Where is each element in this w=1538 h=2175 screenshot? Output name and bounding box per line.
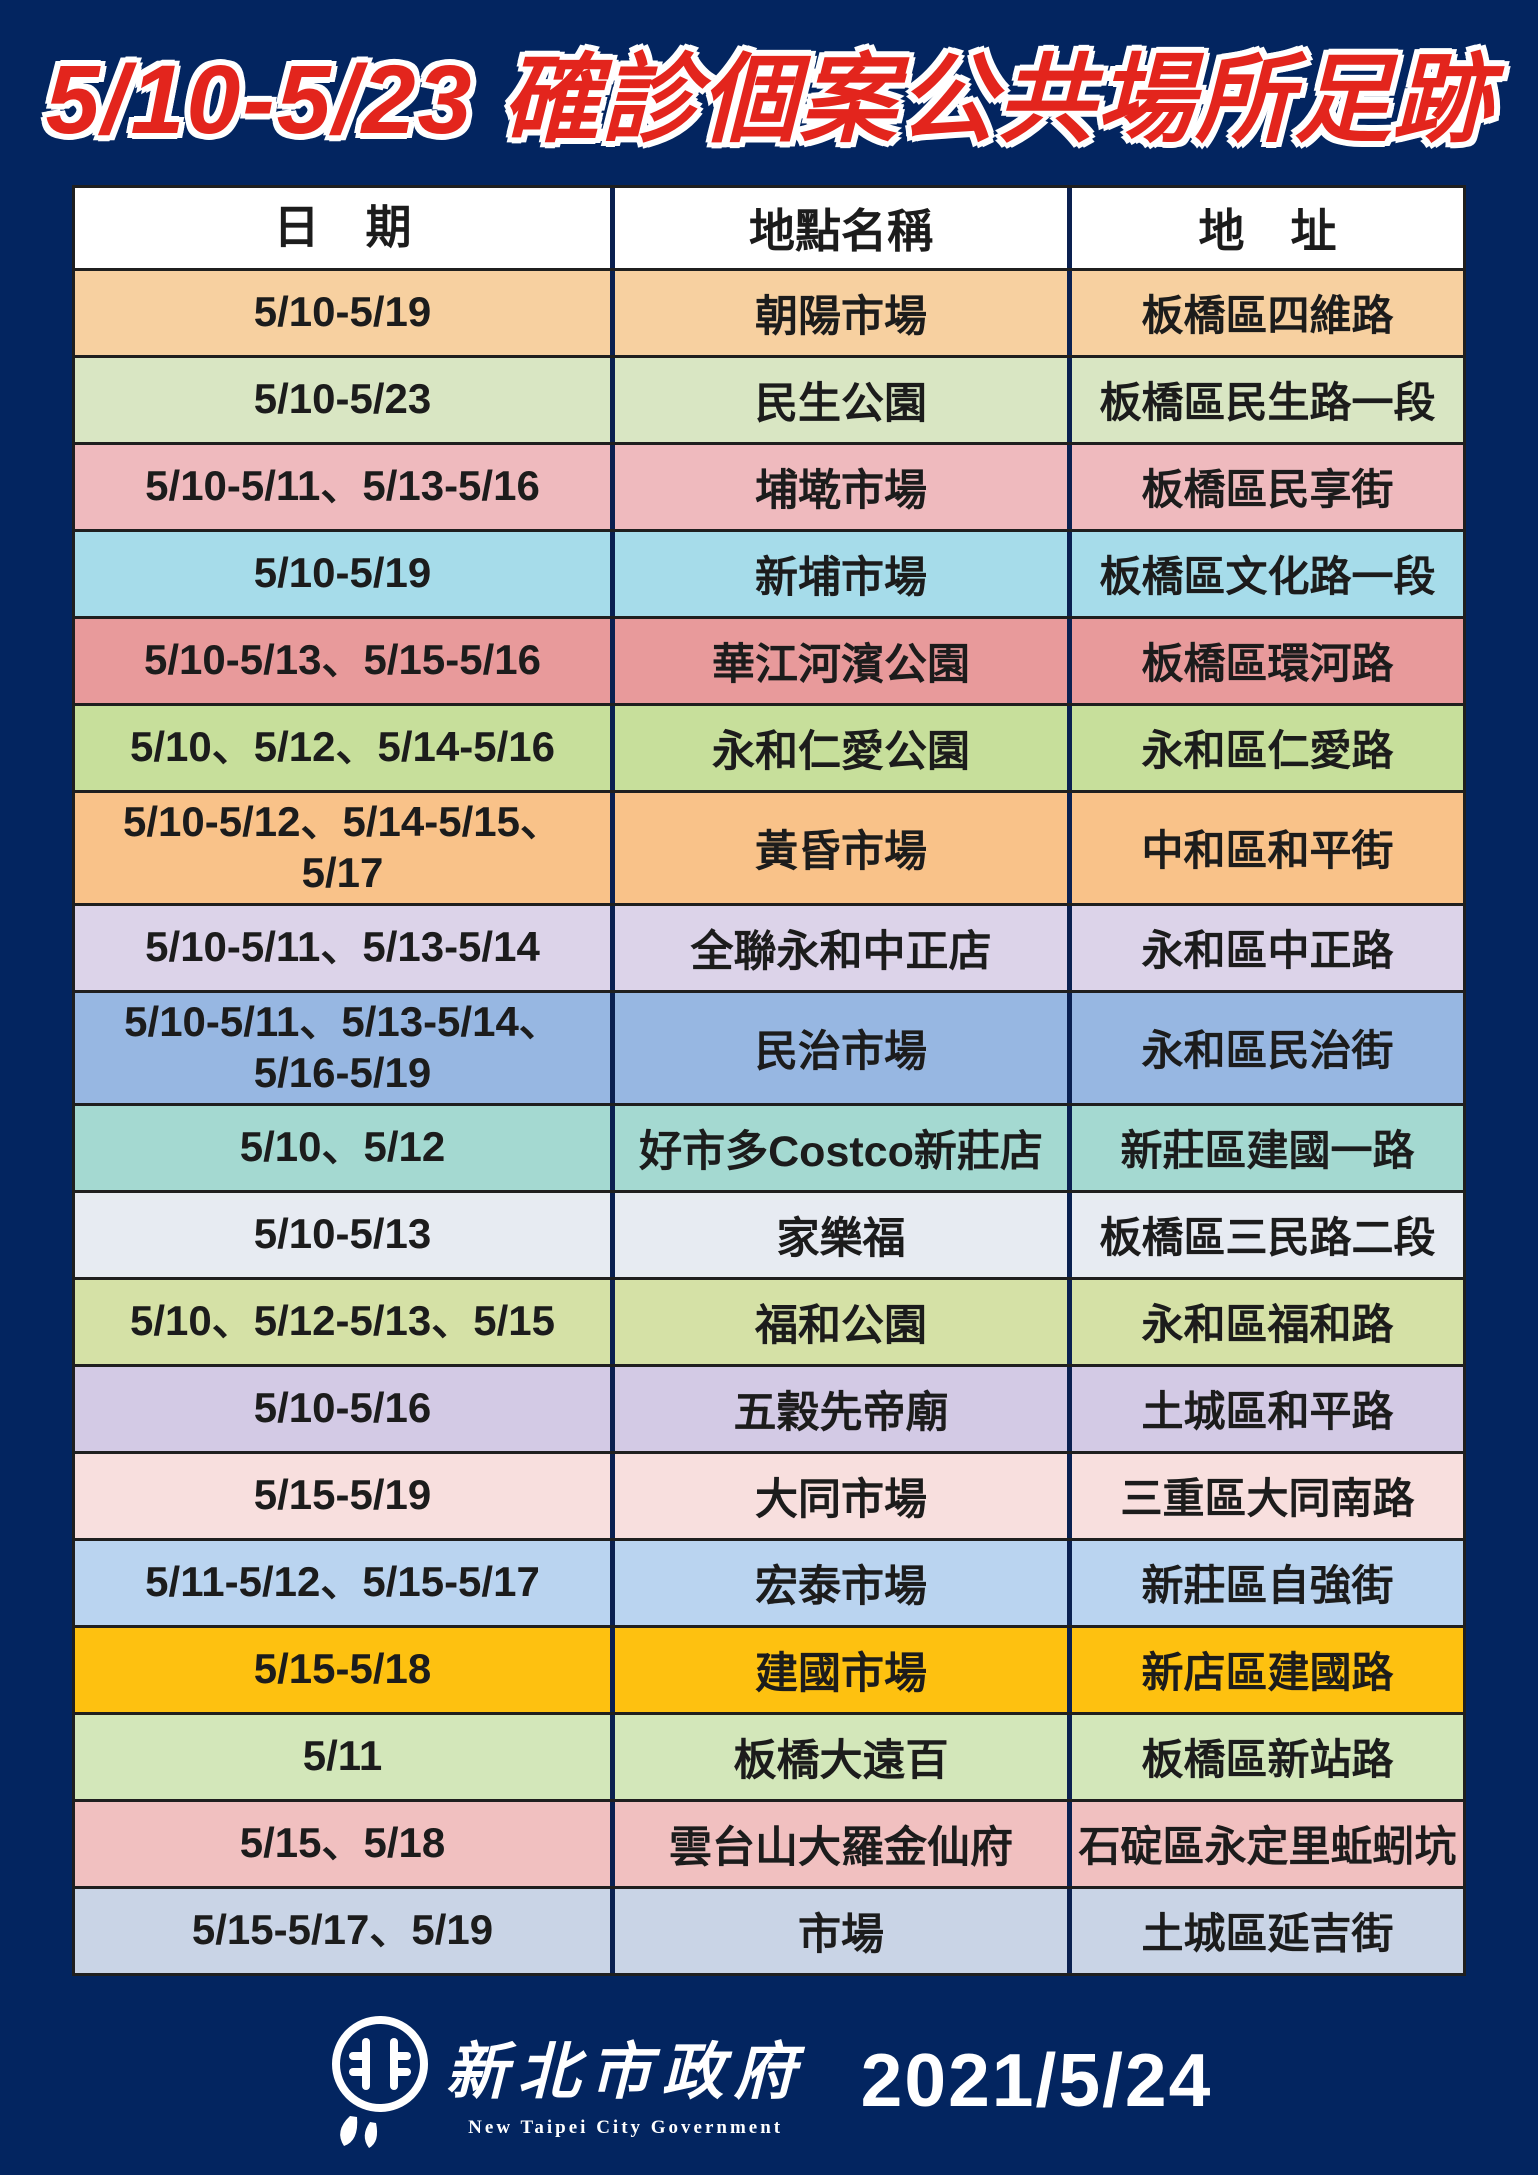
- table-row: 5/10、5/12、5/14-5/16 永和仁愛公園 永和區仁愛路: [75, 702, 1463, 790]
- table-row: 5/10-5/11、5/13-5/14 全聯永和中正店 永和區中正路: [75, 902, 1463, 990]
- cell-address: 土城區和平路: [1141, 1388, 1394, 1436]
- table-row: 5/10-5/11、5/13-5/14、 5/16-5/19 民治市場 永和區民治街: [75, 989, 1463, 1103]
- cell-location: 雲台山大羅金仙府: [610, 1801, 1072, 1886]
- cell-date: 5/15-5/18: [253, 1645, 432, 1693]
- cell-location: 華江河濱公園: [610, 618, 1072, 703]
- cell-address: 永和區民治街: [1141, 1027, 1394, 1075]
- col-header-location: 地點名稱: [610, 187, 1072, 268]
- cell-location: 永和仁愛公園: [610, 705, 1072, 790]
- cell-address: 永和區福和路: [1141, 1301, 1394, 1349]
- cell-location: 黃昏市場: [610, 792, 1072, 903]
- col-header-date: 日 期: [273, 201, 412, 254]
- cell-address: 永和區仁愛路: [1141, 727, 1394, 775]
- cell-address: 中和區和平街: [1141, 827, 1394, 875]
- page-title: 5/10-5/23 確診個案公共場所足跡: [45, 45, 1493, 154]
- cell-address: 板橋區三民路二段: [1099, 1214, 1436, 1262]
- cell-date: 5/15-5/17、5/19: [191, 1906, 494, 1954]
- cell-location: 五穀先帝廟: [610, 1366, 1072, 1451]
- cell-date: 5/15、5/18: [239, 1819, 446, 1867]
- cell-location: 市場: [610, 1888, 1072, 1973]
- cell-date: 5/10-5/11、5/13-5/16: [145, 462, 540, 510]
- cell-date: 5/10-5/13: [253, 1210, 432, 1258]
- table-row: 5/10-5/13、5/15-5/16 華江河濱公園 板橋區環河路: [75, 615, 1463, 703]
- footer: 新北市政府 New Taipei City Government 2021/5/…: [0, 2010, 1538, 2150]
- cell-location: 板橋大遠百: [610, 1714, 1072, 1799]
- cell-location: 全聯永和中正店: [610, 905, 1072, 990]
- table-row: 5/15、5/18 雲台山大羅金仙府 石碇區永定里蚯蚓坑: [75, 1798, 1463, 1886]
- cell-date: 5/10-5/13、5/15-5/16: [144, 636, 541, 684]
- cell-location: 好市多Costco新莊店: [610, 1105, 1072, 1190]
- gov-name-en: New Taipei City Government: [468, 2116, 784, 2138]
- table-row: 5/11 板橋大遠百 板橋區新站路: [75, 1711, 1463, 1799]
- table-row: 5/10-5/13 家樂福 板橋區三民路二段: [75, 1189, 1463, 1277]
- cell-address: 板橋區四維路: [1141, 292, 1394, 340]
- table-row: 5/10、5/12 好市多Costco新莊店 新莊區建國一路: [75, 1102, 1463, 1190]
- cell-date: 5/10-5/11、5/13-5/14: [145, 923, 540, 971]
- cell-location: 朝陽市場: [610, 270, 1072, 355]
- cell-date: 5/10-5/16: [253, 1384, 432, 1432]
- cell-date: 5/10-5/23: [253, 375, 432, 423]
- ntpc-emblem-icon: [331, 2015, 428, 2148]
- table-header-row: 日 期 地點名稱 地 址: [75, 187, 1463, 268]
- table-row: 5/10-5/12、5/14-5/15、 5/17 黃昏市場 中和區和平街: [75, 789, 1463, 903]
- cell-date: 5/10-5/19: [253, 549, 432, 597]
- cell-location: 福和公園: [610, 1279, 1072, 1364]
- cell-address: 新莊區自強街: [1141, 1562, 1394, 1610]
- table-row: 5/15-5/18 建國市場 新店區建國路: [75, 1624, 1463, 1712]
- cell-location: 民治市場: [610, 992, 1072, 1103]
- cell-location: 宏泰市場: [610, 1540, 1072, 1625]
- cell-address: 板橋區民享街: [1141, 466, 1394, 514]
- table-row: 5/15-5/19 大同市場 三重區大同南路: [75, 1450, 1463, 1538]
- cell-address: 三重區大同南路: [1120, 1475, 1415, 1523]
- gov-name-block: 新北市政府 New Taipei City Government: [446, 2021, 806, 2139]
- cell-date: 5/11: [302, 1732, 383, 1780]
- table-row: 5/10、5/12-5/13、5/15 福和公園 永和區福和路: [75, 1276, 1463, 1364]
- table-row: 5/10-5/11、5/13-5/16 埔墘市場 板橋區民享街: [75, 441, 1463, 529]
- gov-logo-block: 新北市政府 New Taipei City Government: [326, 2010, 806, 2150]
- cell-date: 5/10、5/12、5/14-5/16: [130, 723, 555, 771]
- cell-date: 5/10-5/19: [253, 288, 432, 336]
- table-row: 5/11-5/12、5/15-5/17 宏泰市場 新莊區自強街: [75, 1537, 1463, 1625]
- table-row: 5/10-5/16 五穀先帝廟 土城區和平路: [75, 1363, 1463, 1451]
- cell-location: 家樂福: [610, 1192, 1072, 1277]
- footprint-table: 日 期 地點名稱 地 址 5/10-5/19 朝陽市場 板橋區四維路 5/10-5/2…: [72, 184, 1466, 1976]
- cell-location: 埔墘市場: [610, 444, 1072, 529]
- cell-address: 板橋區民生路一段: [1099, 379, 1436, 427]
- table-row: 5/10-5/23 民生公園 板橋區民生路一段: [75, 354, 1463, 442]
- cell-date: 5/10、5/12: [239, 1123, 446, 1171]
- table-row: 5/10-5/19 新埔市場 板橋區文化路一段: [75, 528, 1463, 616]
- col-header-address: 地 址: [1198, 204, 1337, 257]
- cell-address: 新莊區建國一路: [1120, 1127, 1415, 1175]
- cell-date: 5/15-5/19: [253, 1471, 432, 1519]
- cell-location: 新埔市場: [610, 531, 1072, 616]
- cell-address: 土城區延吉街: [1141, 1910, 1394, 1958]
- cell-address: 新店區建國路: [1141, 1649, 1394, 1697]
- cell-location: 民生公園: [610, 357, 1072, 442]
- cell-address: 板橋區新站路: [1141, 1736, 1394, 1784]
- cell-address: 板橋區環河路: [1141, 640, 1394, 688]
- cell-date: 5/10、5/12-5/13、5/15: [130, 1297, 555, 1345]
- cell-date: 5/10-5/12、5/14-5/15、 5/17: [123, 798, 562, 896]
- cell-address: 石碇區永定里蚯蚓坑: [1078, 1823, 1457, 1871]
- cell-address: 板橋區文化路一段: [1099, 553, 1436, 601]
- cell-address: 永和區中正路: [1141, 927, 1394, 975]
- cell-location: 建國市場: [610, 1627, 1072, 1712]
- publish-date: 2021/5/24: [860, 2037, 1213, 2122]
- cell-location: 大同市場: [610, 1453, 1072, 1538]
- table-row: 5/10-5/19 朝陽市場 板橋區四維路: [75, 267, 1463, 355]
- table-row: 5/15-5/17、5/19 市場 土城區延吉街: [75, 1885, 1463, 1973]
- cell-date: 5/10-5/11、5/13-5/14、 5/16-5/19: [124, 998, 561, 1096]
- gov-name-zh: 新北市政府: [445, 2037, 806, 2107]
- cell-date: 5/11-5/12、5/15-5/17: [145, 1558, 540, 1606]
